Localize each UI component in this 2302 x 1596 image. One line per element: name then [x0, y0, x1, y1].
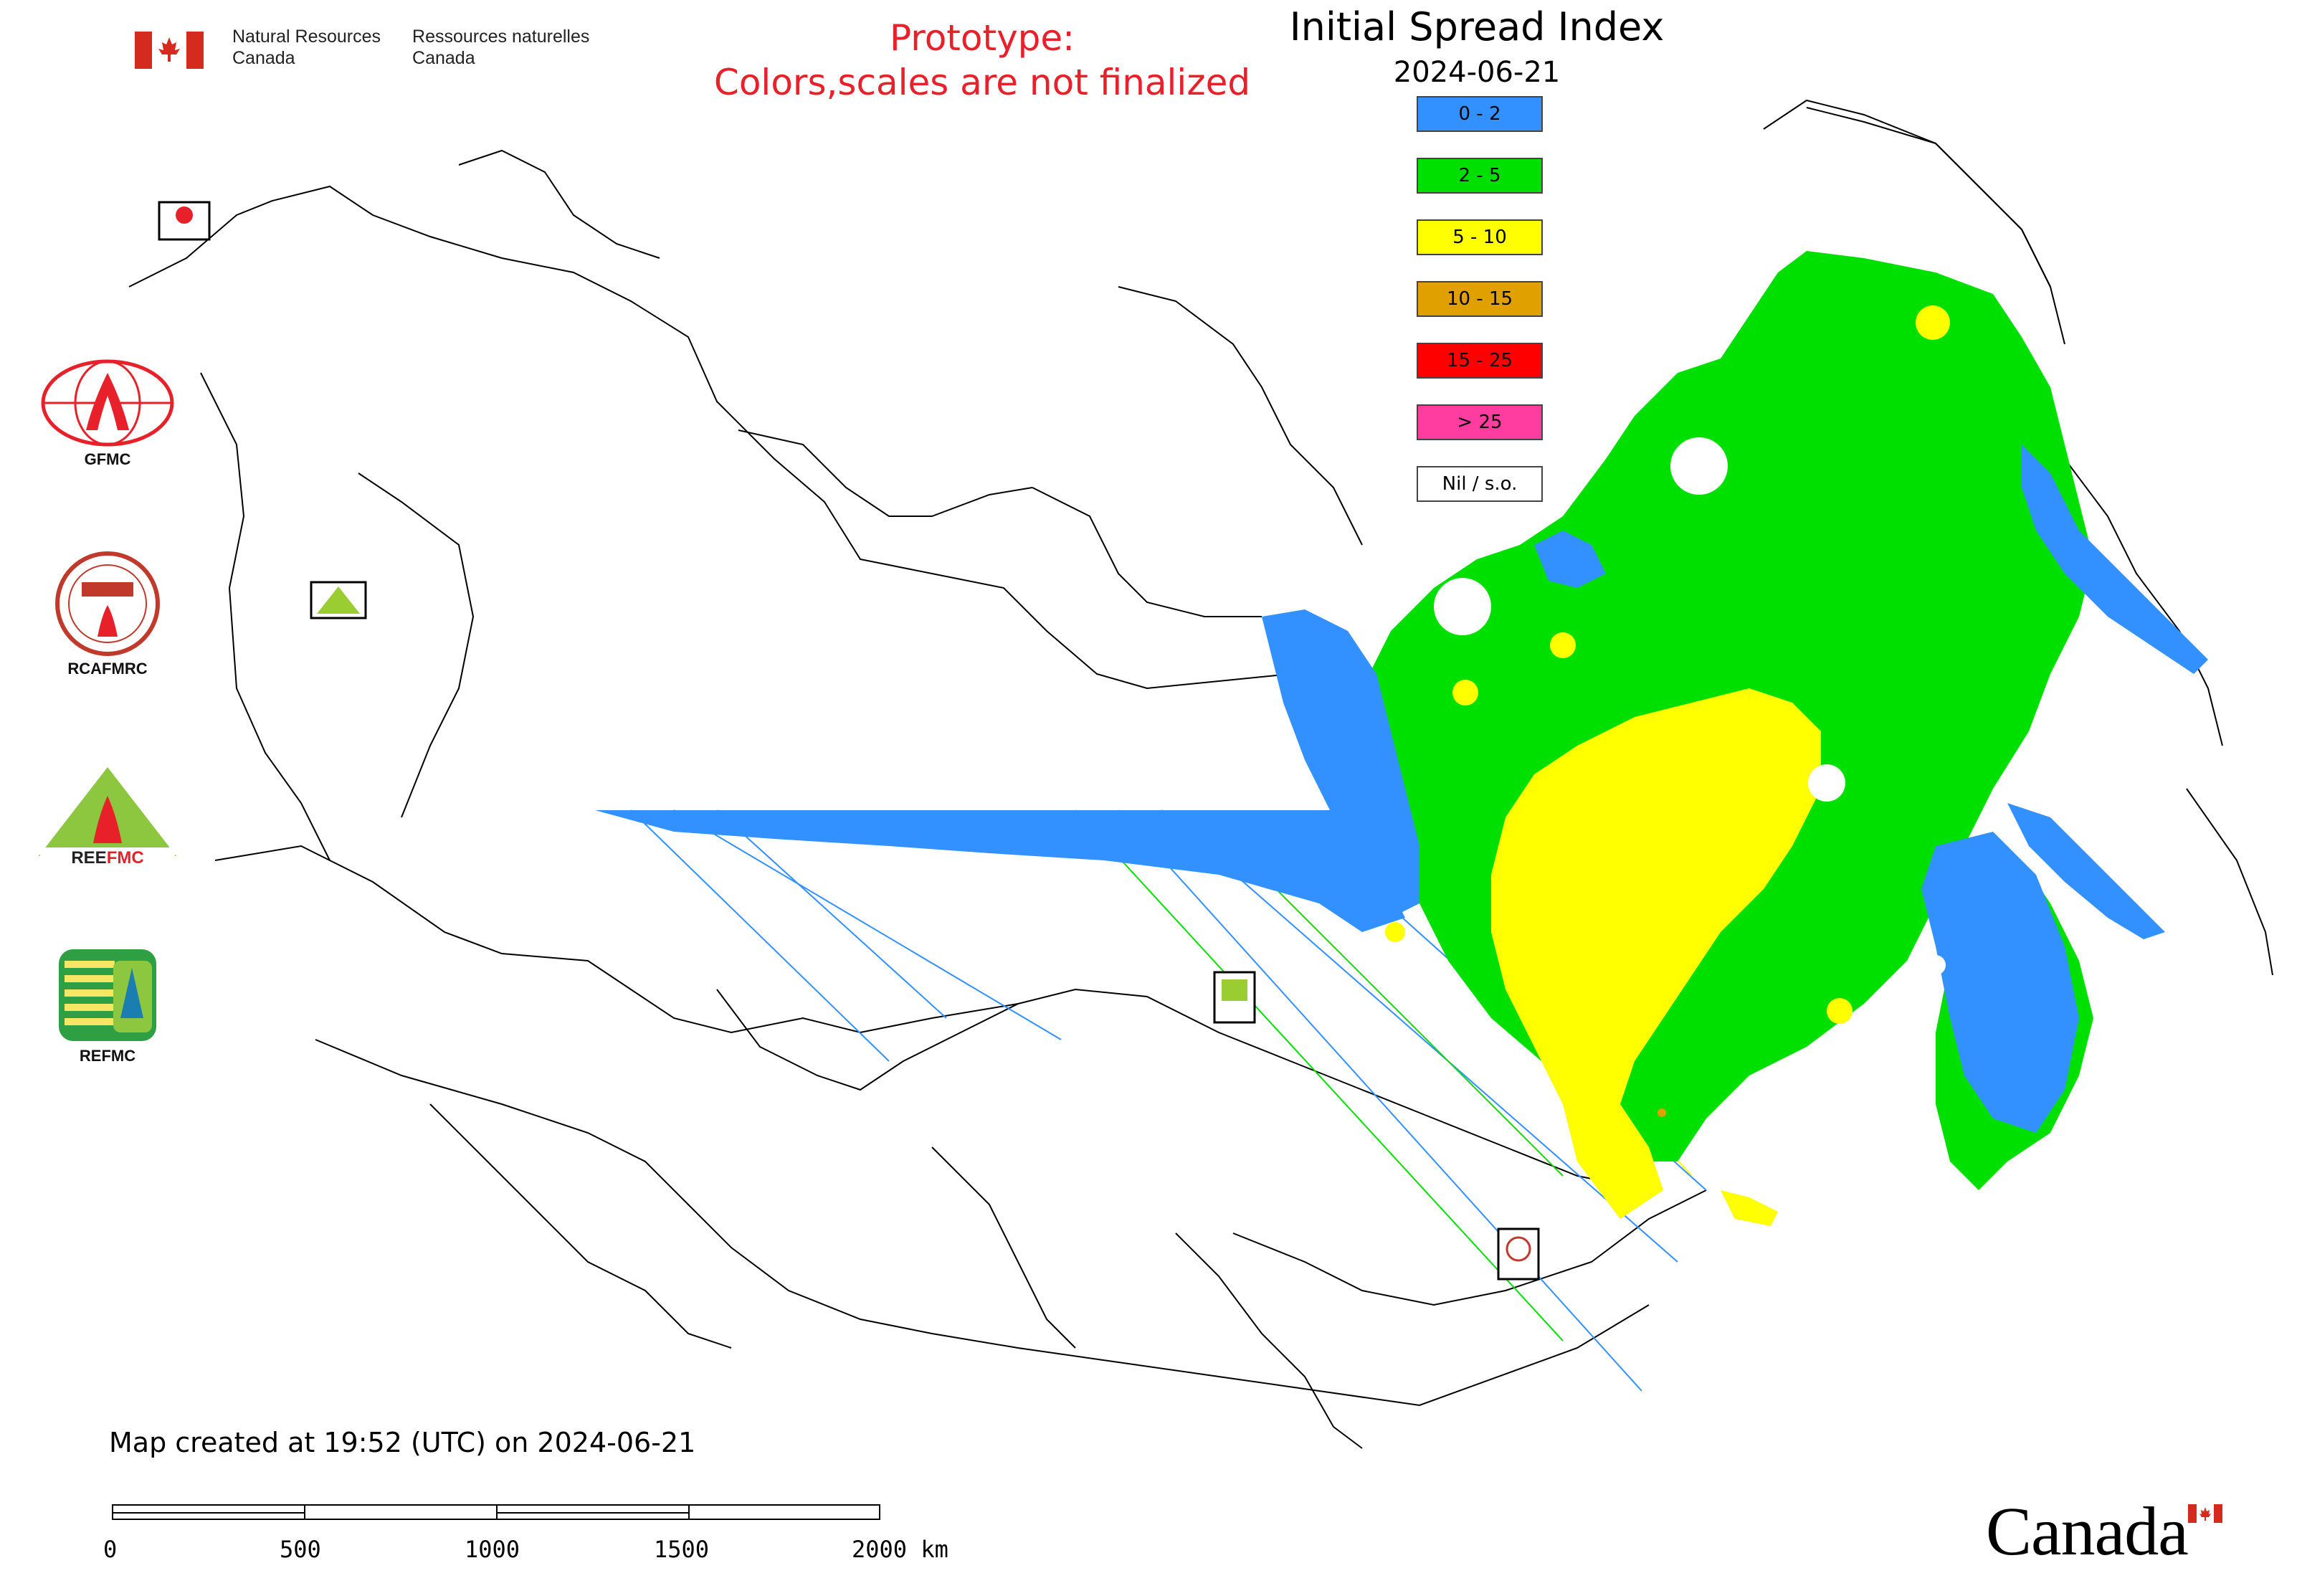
agency-name-en: Natural Resources Canada	[232, 27, 381, 68]
map-created-timestamp: Map created at 19:52 (UTC) on 2024-06-21	[109, 1427, 696, 1458]
legend-item: > 25	[1417, 404, 1543, 440]
prototype-notice-line2: Colors,scales are not finalized	[713, 62, 1251, 103]
federal-identity-header: Natural Resources Canada Ressources natu…	[135, 26, 621, 69]
region-low-peninsula	[2007, 803, 2165, 939]
nil-hole	[1926, 955, 1946, 975]
scale-label-2000: 2000 km	[852, 1536, 948, 1563]
region-low-west	[595, 810, 1405, 932]
region-high-spot	[1916, 305, 1950, 340]
legend-item: 15 - 25	[1417, 343, 1543, 379]
legend-item: 0 - 2	[1417, 96, 1543, 132]
region-low-south	[1921, 832, 2079, 1133]
refmc-sigma-icon	[59, 949, 156, 1041]
rcafmrc-label: RCAFMRC	[67, 660, 148, 678]
scale-label-1500: 1500	[654, 1536, 710, 1563]
legend-item: 2 - 5	[1417, 158, 1543, 194]
nil-hole	[1808, 764, 1845, 802]
legend-item: Nil / s.o.	[1417, 466, 1543, 502]
region-low-island	[1534, 531, 1606, 588]
region-high-spot	[1550, 632, 1576, 658]
canada-wordmark-flag-icon	[2188, 1504, 2222, 1523]
agency-name-fr: Ressources naturelles Canada	[412, 27, 590, 68]
region-low-northwest	[1262, 609, 1419, 918]
region-low-east-coast	[2022, 445, 2208, 674]
scale-label-500: 500	[280, 1536, 321, 1563]
rcafmrc-logo: RCAFMRC	[36, 551, 179, 678]
prototype-notice: Prototype: Colors,scales are not finaliz…	[645, 16, 1319, 105]
region-high-spot	[1452, 680, 1478, 706]
prototype-notice-line1: Prototype:	[889, 17, 1075, 59]
country-boundaries	[128, 107, 2273, 1449]
legend-item: 10 - 15	[1417, 281, 1543, 317]
legend: 0 - 2 2 - 5 5 - 10 10 - 15 15 - 25 > 25 Nil / …	[1417, 96, 1547, 528]
reefmc-triangle-icon: REEFMC	[39, 767, 176, 868]
map-markers	[158, 201, 1540, 1281]
canada-wordmark: Canada	[1986, 1493, 2189, 1569]
gfmc-logo: GFMC	[36, 358, 179, 469]
nil-hole	[1434, 578, 1491, 635]
svg-text:REEFMC: REEFMC	[71, 848, 143, 868]
nil-hole	[1670, 437, 1728, 495]
region-high	[1491, 688, 1821, 1219]
canada-flag-icon	[135, 32, 204, 69]
map-title: Initial Spread Index	[1289, 4, 1665, 49]
scale-bar	[112, 1504, 880, 1523]
gfmc-label: GFMC	[84, 450, 131, 468]
region-high-southeast	[1721, 1190, 1778, 1226]
refmc-logo: REFMC	[36, 946, 179, 1065]
scale-label-1000: 1000	[465, 1536, 520, 1563]
reefmc-logo: REEFMC	[36, 764, 179, 873]
refmc-label: REFMC	[79, 1047, 136, 1065]
gfmc-globe-flame-icon	[41, 359, 174, 447]
region-very-high-spot	[1657, 1108, 1666, 1117]
east-boundary-outline	[1763, 99, 2065, 345]
region-high-spot	[1385, 922, 1405, 942]
rcafmrc-seal-icon	[55, 551, 160, 656]
legend-item: 5 - 10	[1417, 219, 1543, 255]
map-date: 2024-06-21	[1393, 56, 1561, 89]
scale-label-0: 0	[103, 1536, 118, 1563]
region-high-spot	[1827, 998, 1852, 1024]
